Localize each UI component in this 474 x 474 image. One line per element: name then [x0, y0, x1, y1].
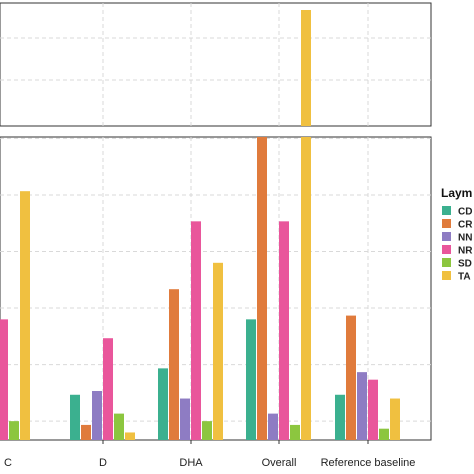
legend-label-cr: CR [458, 220, 473, 231]
bar-nn-d [92, 390, 102, 440]
bar-ta-overall [301, 137, 311, 440]
bar-cr-reference-baseline [346, 315, 356, 440]
bar-nr-reference-baseline [368, 379, 378, 440]
legend-swatch-ta [442, 271, 451, 280]
legend-label-ta: TA [458, 272, 471, 283]
bar-sd-overall [290, 424, 300, 440]
legend-swatch-nn [442, 232, 451, 241]
bar-cr-overall [257, 137, 267, 440]
x-tick-label: Reference baseline [321, 457, 416, 469]
bar-cr-d [81, 424, 91, 440]
legend-label-nn: NN [458, 233, 472, 244]
bar-cd-reference-baseline [335, 394, 345, 440]
x-tick-label: Overall [262, 457, 297, 469]
legend-title: Laym [441, 186, 472, 200]
chart-panel-top [0, 2, 432, 127]
legend-swatch-sd [442, 258, 451, 267]
x-axis-tick-labels: C D DHA Overall Reference baseline [4, 440, 416, 469]
bar-sd-c [9, 421, 19, 440]
bar-sd-d [114, 413, 124, 440]
bar-nn-reference-baseline [357, 372, 367, 440]
bar-cd-d [70, 394, 80, 440]
x-tick-label: C [4, 457, 12, 469]
bar-nn-overall [268, 413, 278, 440]
bar-nr-dha [191, 221, 201, 440]
legend-swatch-nr [442, 245, 451, 254]
legend: Laym CD CR NN NR SD TA [441, 186, 473, 283]
bar-cd-dha [158, 368, 168, 440]
legend-swatch-cr [442, 219, 451, 228]
bar-nr-c [0, 319, 8, 440]
bar-nr-d [103, 338, 113, 440]
legend-swatch-cd [442, 206, 451, 215]
legend-label-cd: CD [458, 207, 472, 218]
bar-ta-c [20, 191, 30, 440]
bar-nr-overall [279, 221, 289, 440]
bar-layer [0, 10, 400, 440]
bar-cr-dha [169, 289, 179, 440]
bar-cd-overall [246, 319, 256, 440]
bar-sd-dha [202, 421, 212, 440]
bar-ta-d [125, 432, 135, 440]
bar-ta-reference-baseline [390, 398, 400, 440]
bar-ta-upper-panel [301, 10, 311, 126]
bar-sd-reference-baseline [379, 428, 389, 440]
x-tick-label: DHA [179, 457, 203, 469]
bar-ta-dha [213, 262, 223, 440]
x-tick-label: D [99, 457, 107, 469]
bar-nn-dha [180, 398, 190, 440]
legend-label-nr: NR [458, 246, 473, 257]
upper-panel-frame [0, 2, 432, 127]
legend-label-sd: SD [458, 259, 472, 270]
